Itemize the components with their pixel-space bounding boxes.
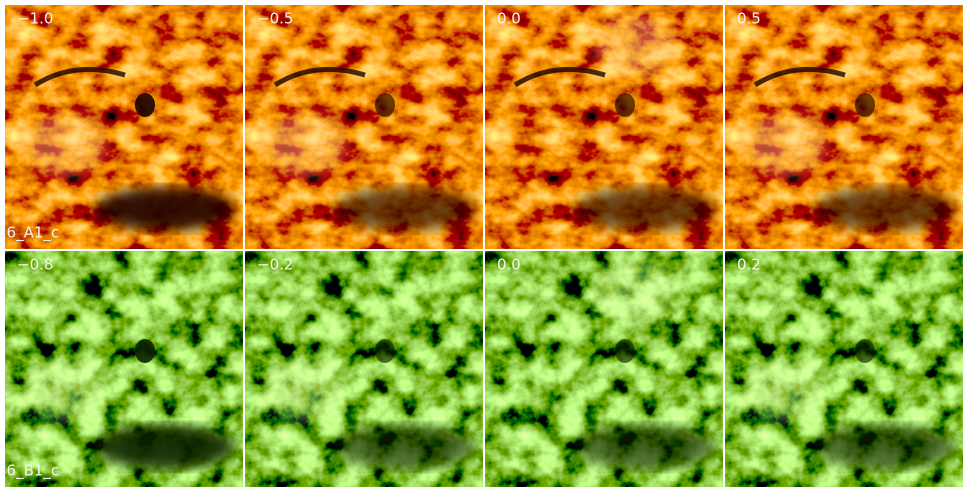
bright-region <box>745 115 825 175</box>
bright-region <box>745 361 825 421</box>
dark-region <box>855 93 875 117</box>
dark-region <box>815 187 955 231</box>
bright-region <box>265 115 345 175</box>
dark-region <box>135 339 155 363</box>
image-grid: −1.0 −0.5 0.0 0.5 56_A1_c −0.8 −0.2 0.0 0.2 56_B1… <box>0 0 964 489</box>
dark-region <box>815 425 955 469</box>
dark-region <box>375 93 395 117</box>
bright-region <box>265 361 345 421</box>
panel-label: 0.0 <box>497 10 521 28</box>
image-panel: −0.8 <box>5 251 243 487</box>
panel-grid: −1.0 −0.5 0.0 0.5 56_A1_c −0.8 −0.2 0.0 0.2 56_B1… <box>0 5 963 487</box>
dark-region <box>615 93 635 117</box>
panel-label: −0.2 <box>257 256 293 274</box>
dark-region <box>575 187 715 231</box>
image-panel: −0.2 <box>245 251 483 487</box>
channel-label: 56_B1_c <box>0 462 59 481</box>
dark-region <box>335 425 475 469</box>
image-panel: 0.2 <box>725 251 963 487</box>
panel-label: 0.2 <box>737 256 761 274</box>
panel-label: −0.8 <box>17 256 53 274</box>
panel-label: −1.0 <box>17 10 53 28</box>
bright-region <box>595 261 675 321</box>
image-panel: 0.0 <box>485 5 723 249</box>
dark-region <box>575 425 715 469</box>
panel-label: 0.0 <box>497 256 521 274</box>
dark-region <box>375 339 395 363</box>
panel-label: −0.5 <box>257 10 293 28</box>
bright-region <box>25 115 105 175</box>
image-panel: −0.5 <box>245 5 483 249</box>
dark-region <box>335 187 475 231</box>
image-panel: 0.5 <box>725 5 963 249</box>
dark-region <box>615 339 635 363</box>
dark-region <box>135 93 155 117</box>
image-panel: −1.0 <box>5 5 243 249</box>
bright-region <box>25 361 105 421</box>
dark-region <box>95 187 235 231</box>
dark-region <box>95 425 235 469</box>
channel-label: 56_A1_c <box>0 224 59 243</box>
bright-region <box>595 15 675 75</box>
dark-region <box>855 339 875 363</box>
panel-label: 0.5 <box>737 10 761 28</box>
image-panel: 0.0 <box>485 251 723 487</box>
